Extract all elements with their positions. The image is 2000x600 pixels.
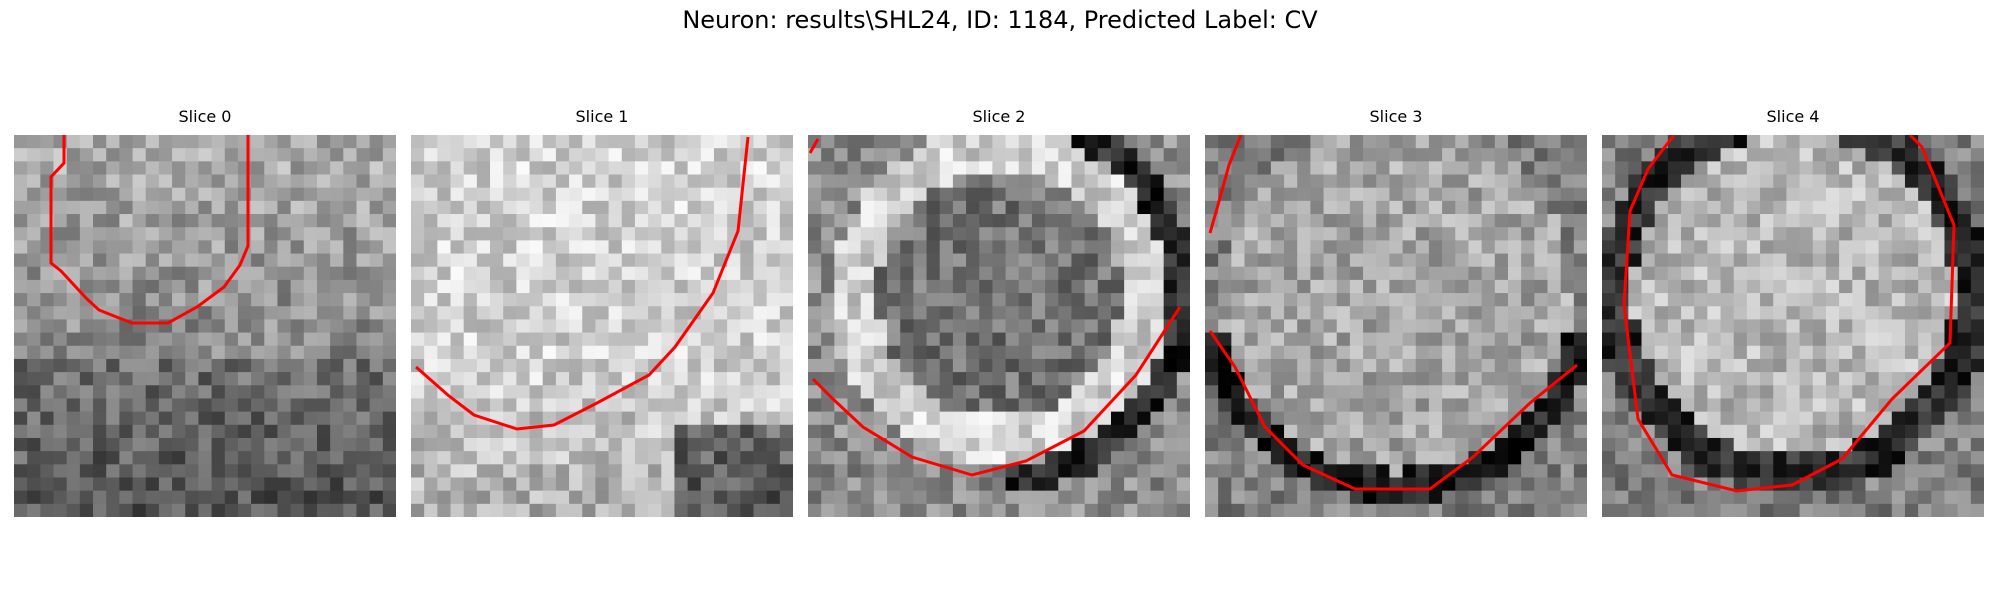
- slice-panel-0: Slice 0: [14, 107, 396, 519]
- slice-panel-4: Slice 4: [1602, 107, 1984, 519]
- slice-contour-2b: [811, 306, 1182, 477]
- slice-title-4: Slice 4: [1766, 107, 1820, 126]
- slice-contour-1: [415, 136, 750, 431]
- slice-title-2: Slice 2: [972, 107, 1026, 126]
- slice-panel-1: Slice 1: [411, 107, 793, 519]
- slice-image-4: [1602, 135, 1984, 517]
- slice-contour-3a: [1208, 135, 1243, 234]
- slice-image-3: [1205, 135, 1587, 517]
- slice-panel-2: Slice 2: [808, 107, 1190, 519]
- slice-contour-2c: [808, 138, 820, 154]
- slice-image-1: [411, 135, 793, 517]
- slice-title-1: Slice 1: [575, 107, 629, 126]
- slice-contour-0: [49, 135, 250, 325]
- figure-title: Neuron: results\SHL24, ID: 1184, Predict…: [682, 6, 1318, 34]
- slice-contour-4: [1622, 135, 1956, 493]
- slice-panel-3: Slice 3: [1205, 107, 1587, 519]
- slice-image-0: [14, 135, 396, 517]
- slice-title-0: Slice 0: [178, 107, 232, 126]
- slice-image-2: [808, 135, 1190, 517]
- slice-title-3: Slice 3: [1369, 107, 1423, 126]
- slice-contour-3b: [1208, 330, 1578, 491]
